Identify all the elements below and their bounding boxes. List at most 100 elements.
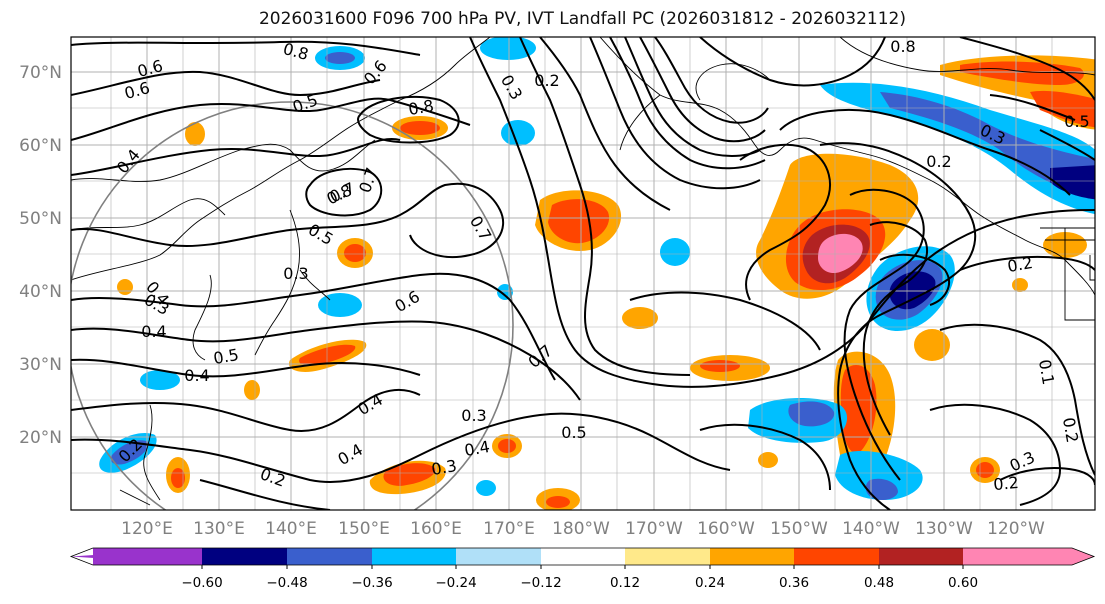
positive-anomaly-blob	[344, 244, 366, 262]
latitude-tick-label: 30°N	[19, 355, 62, 375]
colorbar-bin	[794, 548, 879, 565]
colorbar-bin	[287, 548, 372, 565]
negative-anomaly-blob	[318, 293, 362, 317]
contour-label: 0.3	[283, 264, 308, 283]
latitude-tick-label: 70°N	[19, 63, 62, 83]
positive-anomaly-blob	[546, 496, 570, 508]
colorbar-bin	[372, 548, 456, 565]
longitude-tick-label: 170°W	[625, 519, 683, 539]
colorbar-bin	[202, 548, 287, 565]
contour-label: 0.5	[561, 423, 586, 442]
negative-anomaly-blob	[140, 370, 180, 390]
contour-label: 0.4	[141, 322, 166, 341]
positive-anomaly-blob	[548, 199, 610, 244]
longitude-tick-label: 160°W	[697, 519, 755, 539]
positive-anomaly-blob	[244, 380, 260, 400]
negative-anomaly-blob	[865, 478, 898, 500]
positive-anomaly-blob	[383, 463, 436, 486]
colorbar-tick-label: 0.48	[864, 575, 894, 591]
colorbar-bin	[963, 548, 1072, 565]
longitude-tick-label: 140°W	[842, 519, 900, 539]
figure-title: 2026031600 F096 700 hPa PV, IVT Landfall…	[258, 9, 906, 29]
positive-anomaly-blob	[622, 307, 658, 329]
colorbar-tick-label: −0.48	[266, 575, 307, 591]
negative-anomaly-blob	[788, 401, 835, 427]
contour-label: 0.8	[890, 37, 915, 56]
colorbar-tick-label: 0.36	[779, 575, 809, 591]
longitude-tick-label: 150°E	[338, 519, 390, 539]
longitude-tick-label: 160°E	[410, 519, 462, 539]
longitude-tick-label: 150°W	[770, 519, 828, 539]
contour-label: 0.2	[993, 473, 1020, 494]
positive-anomaly-blob	[840, 365, 877, 454]
contour-label: 0.8	[407, 96, 435, 119]
contour-label: 0.5	[1064, 112, 1089, 131]
pv-contours	[71, 37, 1095, 510]
positive-anomaly-blob	[498, 439, 516, 453]
contour-label: 0.1	[1035, 358, 1058, 386]
positive-anomaly-blob	[700, 360, 740, 372]
contour-label: 0.5	[212, 345, 240, 368]
graticule	[71, 37, 1095, 510]
range-circle	[71, 101, 514, 510]
colorbar-outline	[69, 547, 1096, 566]
colorbar-tick-label: 0.24	[695, 575, 725, 591]
contour-label: 0.2	[1006, 253, 1034, 276]
colorbar-bin	[710, 548, 794, 565]
negative-anomaly-blob	[480, 37, 536, 60]
contour-label: 0.3	[461, 406, 486, 425]
positive-anomaly-blob	[117, 279, 133, 295]
colorbar-tick-label: −0.12	[520, 575, 561, 591]
negative-anomaly-blob	[835, 450, 923, 500]
contour-label: 0.3	[430, 456, 458, 479]
ivt-shading	[99, 37, 1095, 510]
positive-anomaly-blob	[1012, 278, 1028, 292]
contour-label: 0.4	[184, 366, 209, 385]
colorbar-bin	[456, 548, 541, 565]
longitude-tick-label: 180°W	[552, 519, 610, 539]
negative-anomaly-blob	[110, 440, 149, 465]
colorbar-bin	[879, 548, 963, 565]
colorbar-bin	[93, 548, 202, 565]
longitude-tick-label: 130°E	[193, 519, 245, 539]
colorbar-bin	[1072, 548, 1094, 565]
colorbar-tick-label: −0.60	[181, 575, 222, 591]
latitude-labels: 70°N 60°N 50°N 40°N 30°N 20°N	[19, 63, 62, 448]
longitude-labels: 120°E 130°E 140°E 150°E 160°E 170°E 180°W 170°W…	[121, 519, 1045, 539]
contour-label: 0.2	[1059, 416, 1082, 444]
colorbar-tick-label: 0.12	[610, 575, 640, 591]
positive-anomaly-blob	[1030, 90, 1095, 128]
colorbar-bin	[541, 548, 625, 565]
latitude-tick-label: 20°N	[19, 428, 62, 448]
positive-anomaly-blob	[976, 462, 994, 478]
positive-anomaly-blob	[400, 121, 440, 135]
colorbar-tick-label: −0.36	[351, 575, 392, 591]
negative-anomaly-blob	[501, 120, 535, 146]
contour-label: 0.2	[534, 71, 559, 90]
negative-anomaly-blob	[476, 480, 496, 496]
contour-label: 0.2	[926, 152, 951, 171]
latitude-tick-label: 40°N	[19, 282, 62, 302]
negative-anomaly-blob	[660, 238, 690, 266]
latitude-tick-label: 50°N	[19, 209, 62, 229]
longitude-tick-label: 140°E	[265, 519, 317, 539]
colorbar: −0.60 −0.48 −0.36 −0.24 −0.12 0.12 0.24 0.36 0.4…	[69, 547, 1096, 591]
longitude-tick-label: 130°W	[915, 519, 973, 539]
contour-label: 0.4	[113, 145, 144, 177]
contour-label: 0.4	[463, 437, 491, 460]
colorbar-tick-label: −0.24	[435, 575, 476, 591]
contour-labels: 0.60.6 0.50.80.80.20.30.80.70.60.30.20.50…	[113, 37, 1090, 494]
latitude-tick-label: 60°N	[19, 136, 62, 156]
positive-anomaly-blob	[185, 122, 205, 146]
contour-label: 0.7	[524, 341, 556, 372]
negative-anomaly-blob	[889, 271, 936, 310]
map-frame	[70, 36, 1096, 511]
contour-label: 0.6	[135, 56, 165, 81]
longitude-tick-label: 120°W	[987, 519, 1045, 539]
negative-anomaly-blob	[325, 52, 355, 64]
positive-anomaly-blob	[758, 452, 778, 468]
longitude-tick-label: 170°E	[483, 519, 535, 539]
positive-anomaly-blob	[818, 233, 863, 274]
colorbar-tick-label: 0.60	[948, 575, 978, 591]
